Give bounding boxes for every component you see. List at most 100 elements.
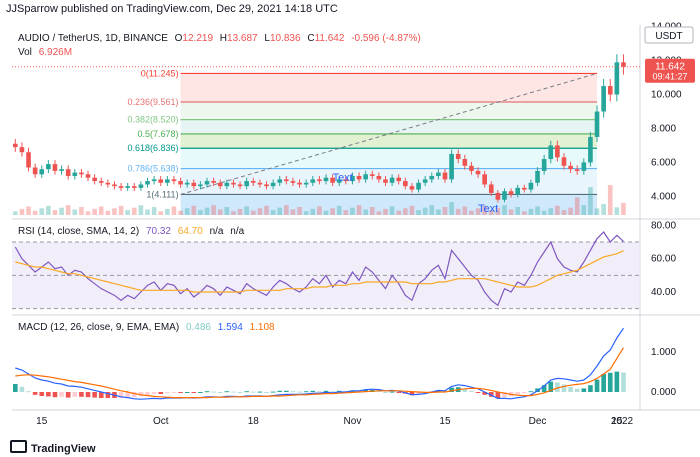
candle-body [79, 172, 84, 175]
macd-histogram-bar [65, 392, 71, 398]
candle-body [12, 143, 18, 148]
volume-bar [607, 185, 613, 215]
volume-bar [323, 210, 329, 215]
macd-signal-value: 1.108 [249, 322, 275, 333]
macd-histogram-bar [614, 371, 620, 392]
volume-bar [409, 205, 415, 215]
rsi-legend: RSI (14, close, SMA, 14, 2) 70.32 64.70 … [18, 226, 248, 237]
macd-histogram-bar [178, 392, 183, 393]
candle-body [184, 182, 190, 185]
candle-body [158, 179, 164, 183]
macd-histogram-bar [145, 392, 150, 396]
volume-bar [32, 210, 38, 215]
macd-histogram-bar [290, 391, 296, 393]
macd-hist-value: 0.486 [185, 322, 211, 333]
volume-bar [522, 211, 527, 215]
macd-histogram-bar [98, 392, 104, 398]
candle-body [237, 184, 243, 187]
rsi-label[interactable]: RSI (14, close, SMA, 14, 2) [18, 226, 140, 237]
volume-bar [65, 205, 71, 215]
time-tick-label: Oct [153, 416, 169, 427]
volume-bar [429, 205, 435, 215]
volume-bar [178, 210, 183, 215]
macd-histogram-bar [131, 392, 137, 398]
candle-body [561, 157, 567, 166]
candle-body [198, 184, 203, 187]
volume-bar [488, 210, 494, 215]
candle-body [284, 179, 289, 182]
tradingview-logo[interactable]: TradingView [10, 440, 96, 455]
rsi-sma-line [15, 250, 624, 293]
macd-legend: MACD (12, 26, close, 9, EMA, EMA) 0.486 … [18, 322, 279, 333]
candle-body [594, 111, 600, 137]
candle-body [105, 182, 111, 185]
candle-body [257, 182, 263, 185]
symbol-name[interactable]: AUDIO / TetherUS, 1D, BINANCE [18, 33, 168, 44]
candle-body [515, 187, 521, 195]
macd-histogram-bar [105, 392, 111, 398]
candle-body [502, 191, 507, 200]
candle-body [607, 86, 613, 95]
fib-zone-1 [180, 102, 598, 120]
volume-bar [568, 207, 573, 215]
candle-body [151, 179, 157, 182]
volume-bar [118, 205, 124, 215]
macd-histogram-bar [522, 392, 527, 394]
macd-histogram-bar [449, 387, 454, 392]
macd-histogram-bar [502, 392, 507, 398]
open-value: O12.219 [174, 33, 214, 44]
volume-bar [442, 207, 448, 215]
candle-body [475, 170, 481, 175]
volume-bar [462, 206, 468, 215]
macd-histogram-bar [32, 392, 38, 395]
macd-histogram-bar [198, 392, 203, 393]
fib-zone-2 [180, 119, 598, 134]
currency-label: USDT [655, 31, 682, 42]
candle-body [65, 169, 71, 176]
volume-bar [601, 203, 606, 215]
candle-body [369, 174, 375, 176]
candle-body [317, 179, 322, 182]
symbol-legend: AUDIO / TetherUS, 1D, BINANCE O12.219 H1… [18, 33, 425, 44]
volume-bar [350, 207, 355, 215]
candle-body [482, 174, 487, 185]
volume-bar [151, 207, 157, 215]
volume-bar [422, 207, 428, 215]
close-value: C11.642 [307, 33, 345, 44]
macd-histogram-bar [211, 391, 216, 393]
candle-body [224, 182, 230, 187]
volume-bar [310, 208, 316, 215]
macd-histogram-bar [416, 392, 421, 395]
volume-bar [594, 208, 600, 215]
candle-body [52, 164, 58, 171]
macd-histogram-bar [482, 392, 487, 395]
macd-histogram-bar [204, 391, 210, 393]
volume-bar [112, 208, 117, 215]
macd-signal-line [15, 347, 624, 399]
candle-body [363, 174, 368, 180]
volume-bar [26, 206, 31, 215]
price-tick-label: 10.000 [651, 90, 682, 101]
macd-histogram-bar [594, 379, 600, 392]
macd-histogram-bar [277, 390, 283, 392]
candle-body [92, 177, 97, 182]
volume-bar [92, 208, 97, 215]
rsi-na-1: n/a [209, 226, 224, 237]
macd-histogram-bar [475, 392, 481, 393]
macd-histogram-bar [171, 392, 177, 393]
volume-bar [171, 206, 177, 215]
candle-body [204, 181, 210, 185]
candle-body [303, 182, 309, 185]
candle-body [350, 175, 355, 182]
candle-body [330, 177, 335, 183]
macd-histogram-bar [19, 386, 25, 392]
macd-histogram-bar [588, 385, 593, 392]
change-value: -0.596 (-4.87%) [351, 33, 421, 44]
macd-label[interactable]: MACD (12, 26, close, 9, EMA, EMA) [18, 322, 180, 333]
candle-body [32, 167, 38, 175]
volume-bar [469, 210, 474, 215]
macd-histogram-bar [317, 391, 322, 393]
macd-histogram-bar [52, 392, 58, 398]
candle-body [211, 181, 216, 183]
candle-body [522, 187, 527, 190]
